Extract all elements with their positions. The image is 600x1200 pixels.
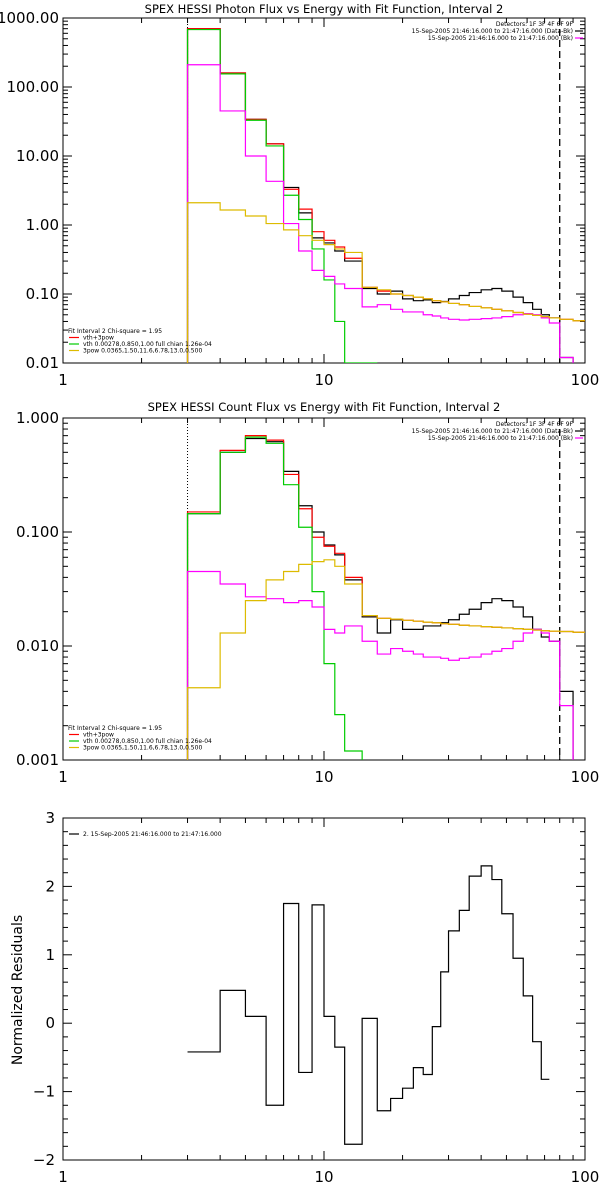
residual-y-tick-label: −2	[33, 1151, 55, 1169]
count-x-tick-label: 100	[571, 768, 600, 786]
count-y-tick-label: 0.001	[16, 751, 59, 769]
count-legend-line: vth+3pow	[83, 732, 114, 739]
residuals-panel: Normalized Residuals 1 10 100 −2 −1 0 1 2 3 2. 15…	[10, 809, 599, 1186]
residual-y-tick-label: 0	[45, 1014, 55, 1032]
photon-y-tick-label: 100.00	[7, 78, 60, 96]
count-x-tick-label: 10	[314, 768, 333, 786]
count-legend-line: 3pow 0.0365,1.50,11.6,6.78,13.0,0.500	[83, 745, 202, 752]
residual-x-tick-label: 10	[314, 1168, 333, 1186]
count-flux-panel: SPEX HESSI Count Flux vs Energy with Fit…	[16, 400, 599, 786]
count-series-1	[186, 435, 585, 760]
count-legend-line: Fit Interval 2 Chi-square = 1.95	[68, 725, 162, 732]
residual-y-tick-label: −1	[33, 1083, 55, 1101]
photon-y-tick-label: 10.00	[16, 147, 59, 165]
residual-legend-line: 2. 15-Sep-2005 21:46:16.000 to 21:47:16.…	[83, 831, 222, 838]
count-header-line: 15-Sep-2005 21:46:16.000 to 21:47:16.000…	[428, 435, 573, 442]
photon-header-line: Detectors: 1F 3F 4F 6F 9F	[496, 21, 574, 28]
count-y-tick-label: 0.100	[16, 523, 59, 541]
photon-series-group	[186, 28, 585, 363]
photon-legend-line: 3pow 0.0365,1.50,11.6,6.78,13.0,0.500	[83, 348, 202, 355]
residual-y-tick-label: 2	[45, 877, 55, 895]
photon-legend-line: vth+3pow	[83, 335, 114, 342]
residual-y-tick-label: 3	[45, 809, 55, 827]
residual-x-tick-label: 100	[571, 1168, 600, 1186]
count-y-tick-label: 1.000	[16, 409, 59, 427]
count-series-2	[186, 436, 363, 760]
count-legend-line: vth 0.00278,0.850,1.00 full chian 1.26e-…	[83, 738, 212, 745]
residual-series-0	[187, 865, 550, 1145]
photon-header-line: 15-Sep-2005 21:46:16.000 to 21:47:16.000…	[428, 35, 573, 42]
photon-x-tick-label: 1	[58, 371, 68, 389]
count-plot-frame	[62, 417, 586, 761]
photon-series-1	[186, 28, 585, 363]
count-x-tick-label: 1	[58, 768, 68, 786]
residual-y-tick-label: 1	[45, 946, 55, 964]
count-series-0	[186, 437, 574, 760]
count-y-tick-label: 0.010	[16, 637, 59, 655]
count-series-4	[186, 559, 585, 760]
photon-x-tick-label: 100	[571, 371, 600, 389]
photon-y-tick-label: 1.00	[26, 216, 59, 234]
photon-y-tick-label: 0.01	[26, 354, 59, 372]
residual-series-group	[187, 865, 550, 1145]
count-flux-title: SPEX HESSI Count Flux vs Energy with Fit…	[148, 400, 501, 414]
count-header-line: 15-Sep-2005 21:46:16.000 to 21:47:16.000…	[412, 428, 573, 435]
photon-legend-line: Fit Interval 2 Chi-square = 1.95	[68, 328, 162, 335]
photon-flux-title: SPEX HESSI Photon Flux vs Energy with Fi…	[145, 2, 504, 16]
residual-x-tick-label: 1	[58, 1168, 68, 1186]
photon-series-4	[186, 202, 585, 363]
photon-flux-panel: SPEX HESSI Photon Flux vs Energy with Fi…	[0, 2, 599, 389]
count-series-group	[186, 435, 585, 760]
count-header-line: Detectors: 1F 3F 4F 6F 9F	[496, 421, 574, 428]
photon-y-tick-label: 1000.00	[0, 9, 59, 27]
count-series-3	[186, 570, 574, 760]
photon-y-tick-label: 0.10	[26, 285, 59, 303]
residuals-ylabel: Normalized Residuals	[10, 915, 26, 1065]
photon-legend-line: vth 0.00278,0.850,1.00 full chian 1.26e-…	[83, 341, 212, 348]
photon-header-line: 15-Sep-2005 21:46:16.000 to 21:47:16.000…	[412, 28, 573, 35]
photon-series-2	[186, 28, 378, 363]
photon-x-tick-label: 10	[314, 371, 333, 389]
